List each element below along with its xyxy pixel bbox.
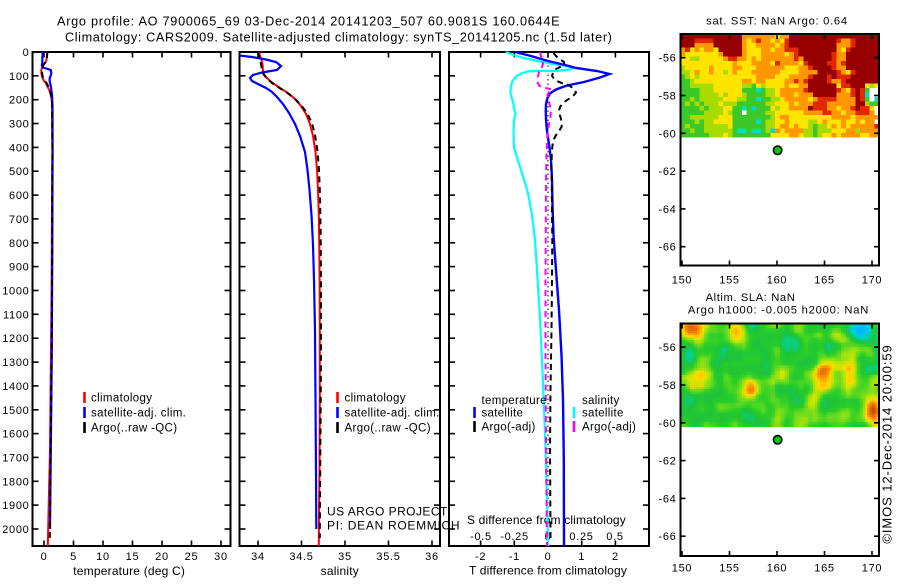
- svg-text:1: 1: [578, 551, 585, 563]
- svg-text:500: 500: [9, 166, 29, 178]
- svg-text:900: 900: [9, 262, 29, 274]
- svg-text:PI: DEAN ROEMMICH: PI: DEAN ROEMMICH: [327, 519, 460, 533]
- svg-text:Argo(-adj): Argo(-adj): [482, 422, 536, 434]
- svg-text:20: 20: [155, 551, 169, 563]
- svg-text:Argo(-adj): Argo(-adj): [582, 422, 636, 434]
- svg-text:1800: 1800: [2, 476, 29, 488]
- svg-text:-0.25: -0.25: [500, 531, 529, 543]
- svg-text:1400: 1400: [2, 381, 29, 393]
- svg-text:-64: -64: [659, 204, 677, 216]
- svg-text:34: 34: [251, 551, 265, 563]
- svg-text:1500: 1500: [2, 405, 29, 417]
- svg-text:Argo(..raw -QC): Argo(..raw -QC): [91, 423, 177, 435]
- svg-text:100: 100: [9, 71, 29, 83]
- svg-text:US ARGO PROJECT: US ARGO PROJECT: [327, 505, 448, 519]
- svg-text:1200: 1200: [2, 333, 29, 345]
- svg-text:salinity: salinity: [582, 395, 620, 407]
- svg-text:600: 600: [9, 190, 29, 202]
- svg-text:salinity: salinity: [321, 564, 359, 578]
- svg-text:satellite: satellite: [482, 408, 524, 420]
- svg-text:Climatology: CARS2009. Satelli: Climatology: CARS2009. Satellite-adjuste…: [65, 31, 612, 45]
- svg-text:-60: -60: [659, 418, 677, 430]
- svg-text:temperature: temperature: [482, 395, 547, 407]
- svg-text:155: 155: [719, 563, 739, 575]
- svg-text:Argo(..raw -QC): Argo(..raw -QC): [345, 423, 431, 435]
- svg-text:400: 400: [9, 142, 29, 154]
- svg-text:-60: -60: [659, 128, 677, 140]
- svg-text:165: 165: [814, 275, 834, 287]
- svg-text:0.5: 0.5: [606, 531, 623, 543]
- svg-text:0: 0: [23, 47, 30, 59]
- svg-text:155: 155: [719, 275, 739, 287]
- svg-text:Argo h1000: -0.005 h2000: NaN: Argo h1000: -0.005 h2000: NaN: [688, 305, 869, 317]
- svg-text:150: 150: [672, 563, 692, 575]
- svg-text:1100: 1100: [3, 309, 29, 321]
- svg-text:Argo profile: AO 7900065_69 03: Argo profile: AO 7900065_69 03-Dec-2014 …: [57, 14, 560, 28]
- svg-text:satellite-adj. clim.: satellite-adj. clim.: [345, 408, 440, 420]
- svg-text:climatology: climatology: [91, 393, 152, 405]
- svg-text:-62: -62: [659, 456, 677, 468]
- svg-text:-56: -56: [659, 53, 677, 65]
- svg-text:-64: -64: [659, 493, 677, 505]
- svg-text:1300: 1300: [2, 357, 29, 369]
- svg-text:-58: -58: [659, 91, 677, 103]
- svg-text:satellite-adj. clim.: satellite-adj. clim.: [91, 408, 186, 420]
- svg-text:0.25: 0.25: [569, 531, 593, 543]
- svg-text:climatology: climatology: [345, 393, 406, 405]
- svg-text:1700: 1700: [2, 452, 29, 464]
- svg-text:-58: -58: [659, 380, 677, 392]
- svg-text:165: 165: [814, 563, 834, 575]
- svg-text:36: 36: [425, 551, 439, 563]
- svg-text:15: 15: [126, 551, 140, 563]
- svg-text:10: 10: [96, 551, 110, 563]
- svg-text:150: 150: [672, 275, 692, 287]
- svg-text:5: 5: [70, 551, 77, 563]
- svg-text:170: 170: [862, 563, 882, 575]
- svg-text:-56: -56: [659, 342, 677, 354]
- svg-text:170: 170: [862, 275, 882, 287]
- svg-text:temperature (deg C): temperature (deg C): [73, 564, 185, 578]
- svg-text:1900: 1900: [2, 500, 29, 512]
- svg-text:sat. SST: NaN Argo: 0.64: sat. SST: NaN Argo: 0.64: [706, 16, 848, 28]
- svg-text:34.5: 34.5: [289, 551, 313, 563]
- svg-text:2: 2: [612, 551, 619, 563]
- svg-text:0: 0: [41, 551, 48, 563]
- svg-text:200: 200: [9, 95, 29, 107]
- svg-text:35.5: 35.5: [376, 551, 400, 563]
- svg-text:-2: -2: [475, 551, 486, 563]
- svg-text:©IMOS 12-Dec-2014 20:00:59: ©IMOS 12-Dec-2014 20:00:59: [880, 344, 895, 543]
- svg-text:800: 800: [9, 238, 29, 250]
- svg-text:2000: 2000: [2, 524, 29, 536]
- svg-text:-66: -66: [659, 242, 677, 254]
- svg-text:0: 0: [545, 551, 552, 563]
- svg-text:satellite: satellite: [582, 408, 624, 420]
- svg-text:700: 700: [9, 214, 29, 226]
- svg-text:1000: 1000: [2, 286, 29, 298]
- svg-text:35: 35: [338, 551, 352, 563]
- svg-text:Altim. SLA: NaN: Altim. SLA: NaN: [706, 292, 796, 304]
- svg-text:-62: -62: [659, 166, 677, 178]
- svg-text:30: 30: [214, 551, 228, 563]
- svg-text:T difference from climatology: T difference from climatology: [469, 564, 627, 578]
- svg-text:1600: 1600: [2, 429, 29, 441]
- svg-text:-0.5: -0.5: [470, 531, 492, 543]
- svg-text:160: 160: [767, 563, 787, 575]
- svg-text:25: 25: [185, 551, 199, 563]
- svg-text:300: 300: [9, 119, 29, 131]
- svg-text:160: 160: [767, 275, 787, 287]
- svg-text:-1: -1: [509, 551, 520, 563]
- svg-text:-66: -66: [659, 531, 677, 543]
